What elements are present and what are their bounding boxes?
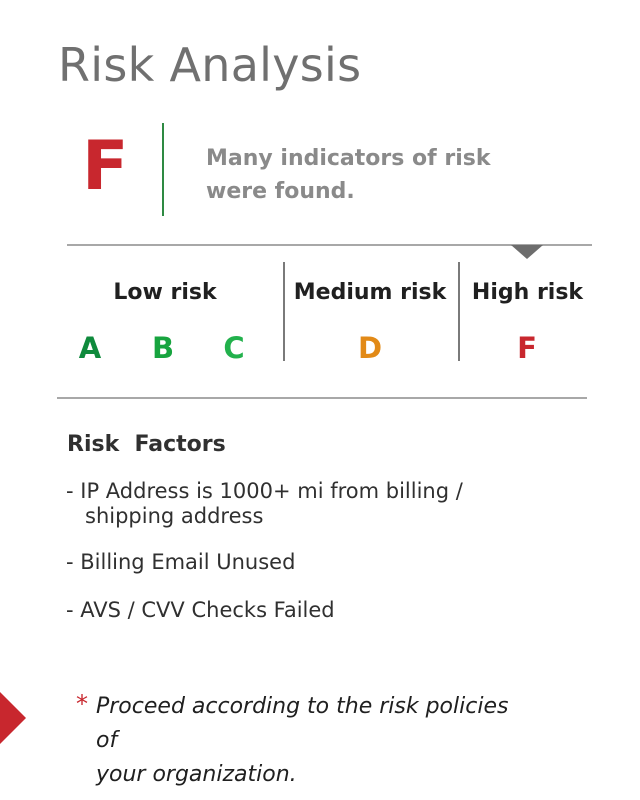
scale-top-divider (67, 244, 592, 246)
note-arrow-icon (0, 692, 26, 744)
summary-grade: F (82, 127, 129, 206)
risk-factor-item: - AVS / CVV Checks Failed (66, 598, 526, 623)
risk-factor-text: - AVS / CVV Checks Failed (66, 598, 335, 622)
summary-message: Many indicators of risk were found. (206, 142, 526, 208)
risk-factor-item: - Billing Email Unused (66, 550, 526, 575)
risk-factor-item: - IP Address is 1000+ mi from billing / … (66, 479, 526, 529)
risk-factor-text-continued: shipping address (85, 504, 264, 528)
scale-separator-low-medium (283, 262, 285, 361)
page-title: Risk Analysis (58, 38, 362, 92)
policy-note: Proceed according to the risk policies o… (96, 690, 536, 792)
policy-note-line-1: Proceed according to the risk policies o… (96, 694, 509, 753)
risk-factor-text: - Billing Email Unused (66, 550, 296, 574)
medium-risk-label: Medium risk (293, 280, 447, 305)
grade-a: A (78, 331, 102, 365)
note-asterisk: * (76, 690, 88, 718)
grade-c: C (223, 331, 245, 365)
high-risk-label: High risk (471, 280, 584, 305)
policy-note-line-2: your organization. (96, 762, 297, 787)
summary-message-line-1: Many indicators of risk (206, 146, 491, 171)
summary-divider (162, 123, 164, 216)
scale-separator-medium-high (458, 262, 460, 361)
scale-bottom-divider (57, 397, 587, 399)
low-risk-label: Low risk (113, 280, 217, 305)
summary-message-line-2: were found. (206, 179, 355, 204)
risk-factor-text: - IP Address is 1000+ mi from billing / (66, 479, 463, 503)
current-risk-pointer-icon (511, 245, 543, 259)
grade-d: D (357, 331, 383, 365)
grade-f: F (517, 331, 537, 365)
grade-b: B (151, 331, 175, 365)
risk-factors-heading: Risk Factors (67, 432, 226, 457)
